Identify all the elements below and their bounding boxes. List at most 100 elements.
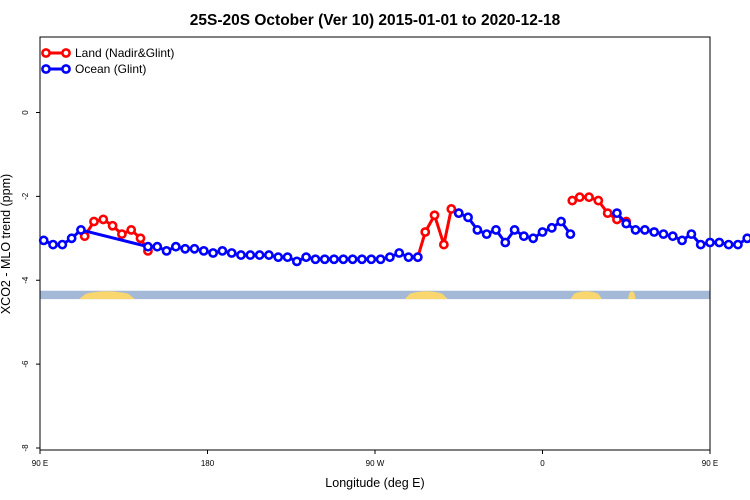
data-point — [574, 192, 585, 203]
data-point — [347, 254, 358, 265]
data-point — [135, 233, 146, 244]
data-point — [254, 250, 265, 260]
legend-label: Land (Nadir&Glint) — [75, 46, 174, 60]
data-point — [357, 254, 367, 265]
legend: Land (Nadir&Glint) Ocean (Glint) — [41, 46, 174, 76]
data-point — [301, 252, 312, 263]
data-point — [319, 254, 330, 265]
data-point — [189, 243, 200, 254]
data-point — [509, 225, 520, 235]
data-point — [89, 216, 99, 227]
data-point — [733, 239, 743, 250]
data-point — [384, 252, 395, 263]
y-axis-label: XCO2 - MLO trend (ppm) — [0, 174, 13, 314]
series-layer — [38, 192, 750, 267]
data-point — [107, 220, 118, 231]
data-point — [567, 195, 578, 206]
data-point — [394, 248, 405, 258]
data-point — [453, 208, 464, 219]
data-point — [198, 245, 209, 256]
data-point — [686, 229, 697, 240]
data-point — [76, 225, 86, 235]
data-point — [518, 231, 529, 242]
data-point — [446, 204, 457, 214]
data-point — [38, 235, 49, 246]
data-point — [742, 233, 750, 244]
data-point — [412, 252, 423, 263]
data-point — [282, 252, 293, 263]
land-region — [79, 291, 135, 300]
data-point — [491, 225, 501, 235]
data-point — [161, 245, 172, 256]
data-point — [658, 229, 669, 240]
data-point — [208, 248, 218, 258]
data-point — [528, 233, 539, 244]
y-tick-label: -4 — [21, 276, 30, 284]
data-point — [593, 195, 604, 206]
data-point — [217, 245, 228, 256]
data-point — [310, 254, 321, 265]
data-point — [677, 235, 687, 246]
data-point — [264, 250, 274, 260]
data-point — [630, 225, 641, 235]
data-point — [98, 214, 109, 225]
legend-label: Ocean (Glint) — [75, 62, 146, 76]
legend-marker — [41, 64, 51, 74]
y-tick-label: -2 — [21, 192, 30, 200]
data-point — [695, 239, 706, 250]
data-point — [375, 254, 386, 265]
data-point — [66, 233, 77, 244]
data-point — [537, 227, 548, 237]
data-point — [639, 225, 650, 235]
data-point — [273, 252, 284, 263]
data-point — [152, 241, 163, 252]
data-point — [621, 218, 632, 229]
data-point — [291, 256, 302, 267]
land-region — [628, 291, 636, 300]
data-point — [463, 212, 473, 223]
x-tick-label: 90 W — [366, 459, 385, 468]
data-point — [584, 192, 594, 203]
data-point — [714, 237, 725, 248]
data-point — [236, 250, 246, 260]
data-point — [438, 239, 449, 250]
y-tick-label: -6 — [21, 360, 30, 368]
land-region — [404, 291, 448, 300]
data-point — [143, 241, 153, 252]
data-point — [180, 243, 191, 254]
data-point — [116, 229, 127, 240]
data-point — [472, 225, 483, 235]
x-axis: 90 E 180 90 W 0 90 E — [32, 450, 718, 468]
legend-marker — [41, 48, 51, 58]
data-point — [612, 208, 622, 219]
data-point — [226, 248, 237, 258]
x-tick-label: 90 E — [32, 459, 48, 468]
data-point — [245, 250, 256, 260]
data-point — [565, 229, 576, 240]
chart-title: 25S-20S October (Ver 10) 2015-01-01 to 2… — [190, 12, 561, 29]
legend-marker — [61, 64, 71, 74]
data-point — [366, 254, 377, 265]
data-point — [602, 208, 613, 219]
x-tick-label: 180 — [201, 459, 215, 468]
data-point — [57, 239, 68, 250]
y-axis: 0 -2 -4 -6 -8 — [21, 110, 40, 452]
x-tick-label: 90 E — [702, 459, 718, 468]
data-point — [546, 222, 557, 233]
x-axis-label: Longitude (deg E) — [325, 476, 424, 490]
y-tick-label: -8 — [21, 444, 30, 452]
land-region — [570, 291, 603, 300]
data-point — [420, 227, 431, 237]
data-point — [338, 254, 349, 265]
data-point — [403, 252, 414, 263]
data-point — [556, 216, 567, 227]
data-point — [500, 237, 511, 248]
data-point — [48, 239, 58, 250]
legend-marker — [61, 48, 71, 58]
data-point — [329, 254, 339, 265]
ocean-band — [40, 290, 710, 300]
data-point — [667, 231, 678, 242]
data-point — [723, 239, 734, 250]
data-point — [705, 237, 715, 248]
